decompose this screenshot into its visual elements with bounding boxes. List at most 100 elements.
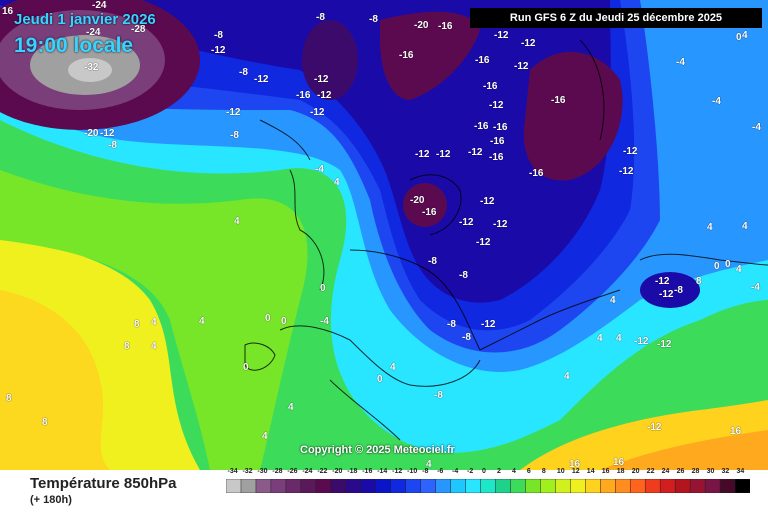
isotherm-value-label: -12 [521, 38, 536, 49]
isotherm-value-label: 0 [320, 283, 326, 294]
scale-tick-label: -34 [227, 468, 238, 475]
isotherm-value-label: -4 [320, 316, 329, 327]
scale-swatch [255, 479, 272, 493]
isotherm-value-label: -16 [438, 21, 453, 32]
scale-swatch [285, 479, 302, 493]
isotherm-value-label: -12 [314, 74, 329, 85]
isotherm-value-label: 8 [696, 276, 702, 287]
isotherm-value-label: 4 [262, 431, 268, 442]
isotherm-value-label: 0 [265, 313, 271, 324]
isotherm-value-label: 16 [730, 426, 742, 437]
isotherm-value-label: -16 [483, 81, 498, 92]
scale-tick-label: 8 [541, 468, 546, 475]
scale-swatch [390, 479, 407, 493]
isotherm-value-label: 0 [377, 374, 383, 385]
scale-swatch [555, 479, 572, 493]
isotherm-value-label: 4 [151, 341, 157, 352]
isotherm-value-label: -4 [315, 164, 324, 175]
scale-swatch [360, 479, 377, 493]
isotherm-value-label: -8 [369, 14, 378, 25]
isotherm-value-label: -16 [296, 90, 311, 101]
scale-tick-label: 20 [631, 468, 640, 475]
isotherm-value-label: 4 [564, 371, 570, 382]
isotherm-value-label: -20 [84, 128, 99, 139]
isotherm-value-label: -12 [226, 107, 241, 118]
scale-tick-label: -26 [287, 468, 298, 475]
scale-swatch [570, 479, 587, 493]
isotherm-value-label: 16 [569, 459, 581, 470]
isotherm-value-label: -24 [86, 27, 101, 38]
isotherm-value-label: -12 [254, 74, 269, 85]
isotherm-value-label: -16 [399, 50, 414, 61]
scale-tick-label: 0 [482, 468, 486, 475]
isotherm-value-label: 8 [134, 319, 140, 330]
scale-tick-label: 18 [616, 468, 625, 475]
scale-tick-label: 10 [556, 468, 565, 475]
scale-swatch [674, 479, 691, 493]
isotherm-value-label: -32 [84, 62, 99, 73]
isotherm-value-label: -12 [415, 149, 430, 160]
isotherm-value-label: -16 [490, 136, 505, 147]
color-scale-bar [226, 479, 750, 493]
scale-swatch [375, 479, 392, 493]
isotherm-value-label: -12 [468, 147, 483, 158]
scale-tick-label: 32 [721, 468, 730, 475]
isotherm-value-label: -16 [474, 121, 489, 132]
isotherm-value-label: 4 [736, 264, 742, 275]
scale-swatch [420, 479, 437, 493]
isotherm-value-label: 8 [124, 341, 130, 352]
scale-tick-label: 16 [601, 468, 610, 475]
forecast-date: Jeudi 1 janvier 2026 [14, 11, 156, 28]
isotherm-value-label: -16 [475, 55, 490, 66]
isotherm-value-label: -12 [634, 336, 649, 347]
scale-tick-label: -12 [392, 468, 403, 475]
isotherm-value-label: -4 [712, 96, 721, 107]
scale-swatch [629, 479, 646, 493]
scale-tick-label: -16 [362, 468, 373, 475]
scale-swatch [659, 479, 676, 493]
isotherm-value-label: 4 [742, 221, 748, 232]
scale-tick-label: -28 [272, 468, 283, 475]
isotherm-value-label: 4 [707, 222, 713, 233]
scale-swatch [495, 479, 512, 493]
isotherm-value-label: -8 [428, 256, 437, 267]
scale-swatch [480, 479, 497, 493]
scale-tick-label: -30 [257, 468, 268, 475]
scale-tick-label: -22 [317, 468, 328, 475]
isotherm-value-label: -12 [514, 61, 529, 72]
scale-swatch [330, 479, 347, 493]
map-canvas [0, 0, 768, 470]
isotherm-value-label: -8 [230, 130, 239, 141]
variable-title: Température 850hPa [30, 475, 177, 492]
isotherm-value-label: -12 [480, 196, 495, 207]
scale-tick-label: 28 [691, 468, 700, 475]
scale-tick-label: -32 [242, 468, 253, 475]
scale-swatch [435, 479, 452, 493]
isotherm-value-label: 4 [597, 333, 603, 344]
scale-tick-label: -4 [452, 468, 459, 475]
scale-swatch [226, 479, 242, 493]
scale-tick-label: -2 [467, 468, 474, 475]
scale-tick-label: 12 [571, 468, 580, 475]
scale-swatch [300, 479, 317, 493]
copyright-notice: Copyright © 2025 Meteociel.fr [300, 444, 455, 456]
isotherm-value-label: 4 [334, 177, 340, 188]
isotherm-value-label: 0 [725, 259, 731, 270]
isotherm-value-label: -12 [655, 276, 670, 287]
model-run-info: Run GFS 6 Z du Jeudi 25 décembre 2025 [470, 8, 762, 28]
forecast-step: (+ 180h) [30, 494, 72, 506]
scale-swatch [734, 479, 750, 493]
scale-tick-label: 6 [526, 468, 531, 475]
isotherm-value-label: 4 [234, 216, 240, 227]
isotherm-value-label: -4 [751, 282, 760, 293]
isotherm-value-label: -16 [493, 122, 508, 133]
scale-tick-label: 26 [676, 468, 685, 475]
isotherm-value-label: -12 [481, 319, 496, 330]
isotherm-value-label: -8 [214, 30, 223, 41]
scale-swatch [540, 479, 557, 493]
isotherm-value-label: 0 [243, 362, 249, 373]
isotherm-value-label: -12 [459, 217, 474, 228]
isotherm-value-label: -12 [659, 289, 674, 300]
isotherm-value-label: 0 [714, 261, 720, 272]
